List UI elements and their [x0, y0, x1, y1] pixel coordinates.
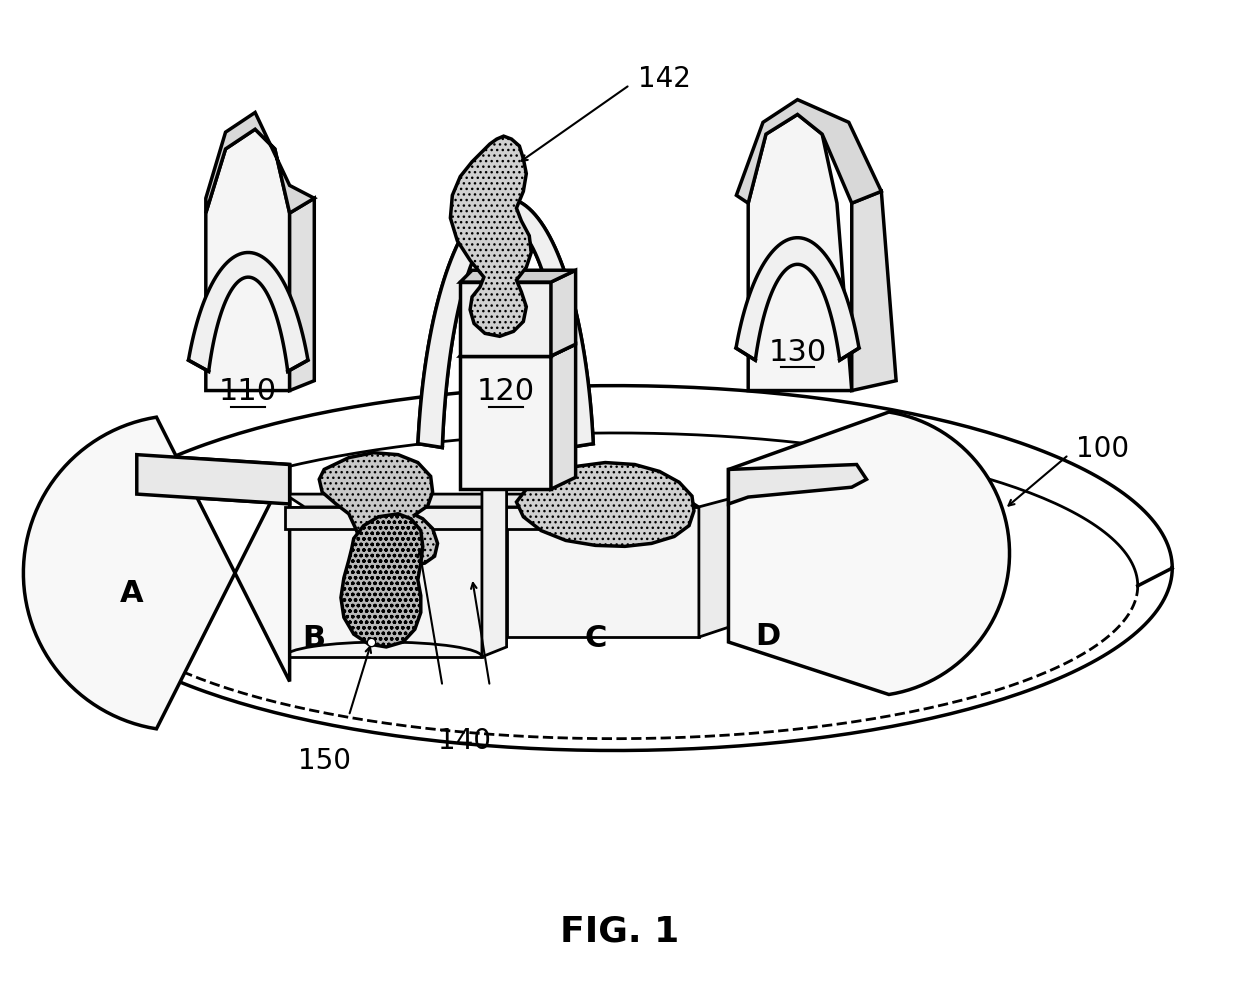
Polygon shape — [551, 271, 575, 357]
Text: A: A — [120, 579, 144, 608]
Polygon shape — [460, 357, 551, 489]
Polygon shape — [285, 508, 680, 530]
Text: B: B — [303, 623, 326, 652]
Polygon shape — [516, 463, 694, 547]
Polygon shape — [206, 130, 290, 391]
Polygon shape — [460, 283, 551, 357]
Polygon shape — [136, 455, 290, 505]
Text: D: D — [755, 621, 780, 650]
Polygon shape — [285, 508, 482, 657]
Polygon shape — [24, 417, 290, 729]
Polygon shape — [737, 100, 882, 204]
Text: 142: 142 — [637, 65, 691, 93]
Polygon shape — [507, 508, 699, 638]
Polygon shape — [852, 193, 897, 391]
Text: 140: 140 — [438, 726, 491, 754]
Polygon shape — [136, 455, 290, 505]
Polygon shape — [206, 113, 314, 214]
Polygon shape — [319, 453, 438, 567]
Polygon shape — [460, 271, 575, 283]
Text: FIG. 1: FIG. 1 — [560, 914, 680, 948]
Polygon shape — [290, 199, 314, 391]
Text: 150: 150 — [298, 746, 351, 773]
Polygon shape — [551, 345, 575, 489]
Polygon shape — [460, 345, 575, 357]
Polygon shape — [699, 499, 728, 638]
Polygon shape — [482, 381, 507, 657]
Polygon shape — [748, 115, 852, 391]
Polygon shape — [737, 239, 859, 361]
Polygon shape — [188, 254, 308, 372]
Text: 100: 100 — [1075, 434, 1128, 462]
Polygon shape — [285, 494, 699, 508]
Text: 120: 120 — [476, 377, 534, 405]
Polygon shape — [482, 381, 531, 396]
Polygon shape — [341, 515, 423, 647]
Polygon shape — [450, 137, 531, 337]
Polygon shape — [418, 199, 593, 448]
Text: 110: 110 — [219, 377, 278, 405]
Text: C: C — [584, 623, 606, 652]
Text: 130: 130 — [769, 337, 827, 366]
Polygon shape — [728, 412, 1009, 695]
Polygon shape — [728, 465, 867, 505]
